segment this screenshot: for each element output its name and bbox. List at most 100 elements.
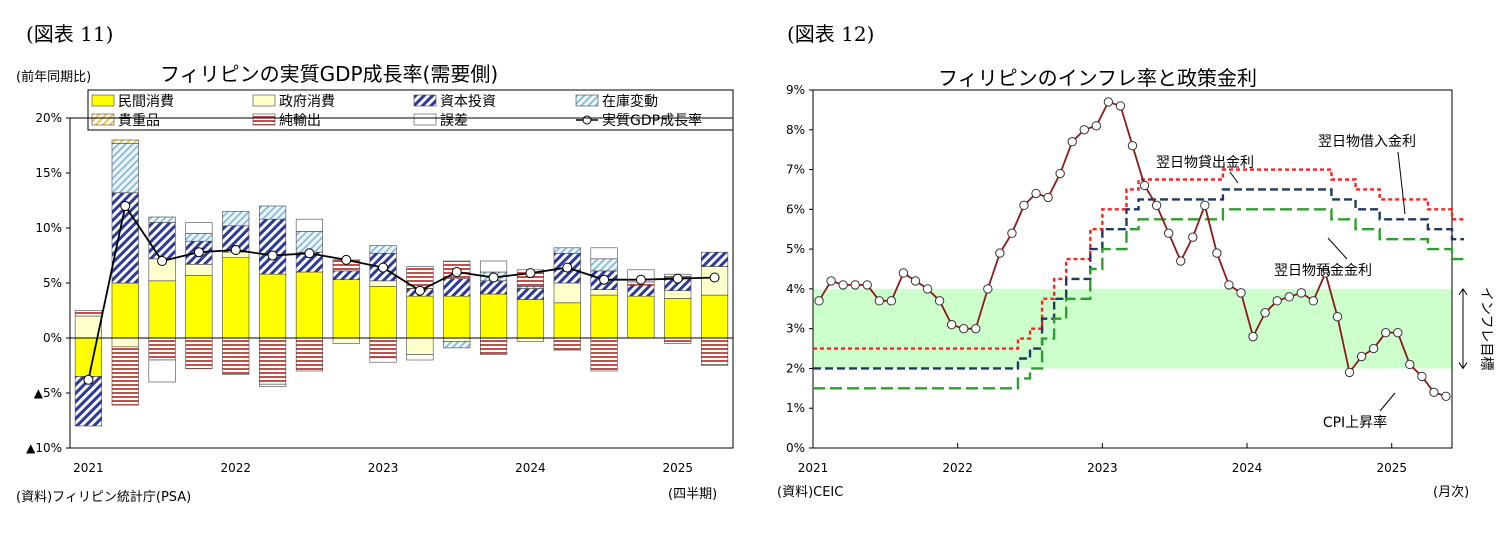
bar-segment — [259, 218, 287, 275]
x-tick-label: 2022 — [220, 461, 251, 475]
legend-label: 実質GDP成長率 — [602, 112, 702, 129]
cpi-point — [1115, 101, 1126, 111]
legend-box — [87, 89, 734, 131]
figure-11-source: (資料)フィリピン統計庁(PSA) — [16, 490, 192, 505]
figure-11-label: (図表 11) — [26, 22, 114, 46]
bar-segment — [148, 280, 176, 339]
gdp-growth-point — [562, 262, 573, 273]
overnight-deposit-rate-line — [813, 208, 1465, 390]
cpi-point — [886, 296, 897, 306]
y-tick-label: 10% — [35, 221, 62, 235]
cpi-point — [814, 296, 824, 306]
cpi-point — [1332, 312, 1343, 322]
figure-12: (図表 12) フィリピンのインフレ率と政策金利 (月次) (資料)CEIC 0… — [755, 0, 1507, 535]
bar-segment — [627, 295, 655, 339]
bar-segment — [627, 284, 655, 297]
bar-segment — [553, 282, 581, 304]
legend-swatch — [91, 113, 115, 126]
y-tick-label: 5% — [43, 276, 62, 290]
legend-label: 純輸出 — [279, 113, 321, 129]
figure-11-title: フィリピンの実質GDP成長率(需要側) — [160, 62, 499, 86]
gdp-growth-point — [709, 272, 720, 283]
cpi-point — [1429, 387, 1439, 398]
cpi-point — [1417, 371, 1427, 382]
bar-segment — [516, 288, 544, 300]
cpi-point — [1163, 228, 1174, 238]
bar-segment — [590, 247, 618, 260]
bar-segment — [148, 216, 176, 223]
figure-12-xlabel: (月次) — [1433, 485, 1470, 500]
x-tick-label: 2023 — [1087, 461, 1118, 475]
cpi-point — [1067, 137, 1077, 147]
figure-12-source: (資料)CEIC — [777, 485, 844, 500]
cpi-point — [1139, 180, 1150, 191]
legend-swatch — [91, 94, 115, 107]
bar-segment — [406, 337, 434, 355]
cpi-point — [1031, 188, 1041, 199]
bar-segment — [369, 280, 397, 287]
bar-segment — [480, 260, 508, 273]
bar-segment — [111, 337, 139, 348]
cpi-point — [1176, 256, 1186, 266]
y-tick-label: 6% — [786, 202, 805, 216]
cpi-point — [1272, 296, 1282, 306]
gdp-growth-point — [304, 248, 315, 259]
x-tick-label: 2024 — [1232, 461, 1263, 475]
legend-label: 資本投資 — [440, 94, 496, 110]
x-tick-label: 2025 — [662, 461, 693, 475]
cpi-point — [1308, 296, 1319, 306]
bar-segment — [369, 245, 397, 254]
bar-segment — [443, 295, 471, 339]
bar-segment — [222, 211, 250, 227]
cpi-point — [983, 284, 993, 294]
gdp-growth-point — [83, 374, 94, 385]
inflation-policy-rate-chart: 0% 1% 2% 3% 4% 5% 6% 7% 8% 9% 2021 2022 2023 2024 2025… — [786, 83, 1494, 475]
legend-label: 誤差 — [440, 113, 468, 129]
y-tick-label: 8% — [786, 123, 805, 137]
bar-segment — [185, 222, 213, 234]
cpi-point — [1236, 288, 1246, 298]
cpi-point — [995, 248, 1005, 258]
bar-segment — [553, 337, 581, 351]
cpi-point — [1320, 268, 1331, 278]
bar-segment — [111, 282, 139, 339]
bar-segment — [701, 337, 729, 365]
figure-12-label: (図表 12) — [787, 22, 875, 46]
bar-segment — [111, 143, 139, 194]
bar-segment — [111, 139, 139, 144]
bar-segment — [590, 289, 618, 296]
y-tick-label: 0% — [43, 331, 62, 345]
bar-segment — [553, 247, 581, 254]
cpi-point — [1151, 200, 1162, 211]
y-tick-label: ▲10% — [26, 441, 62, 455]
annotation-pointer — [1229, 171, 1239, 184]
bar-segment — [259, 383, 287, 387]
cpi-point — [838, 280, 848, 290]
bar-segment — [480, 293, 508, 339]
cpi-point — [1091, 121, 1102, 131]
gdp-growth-point — [414, 285, 425, 296]
cpi-point — [1212, 248, 1222, 258]
cpi-point — [946, 319, 957, 330]
bar-segment — [480, 280, 508, 295]
gdp-growth-point — [157, 256, 168, 266]
cpi-label: CPI上昇率 — [1323, 414, 1387, 431]
cpi-point — [874, 296, 885, 306]
bar-segment — [332, 270, 360, 280]
y-tick-label: ▲5% — [34, 386, 62, 400]
bar-segment — [185, 263, 213, 276]
bar-segment — [111, 346, 139, 406]
cpi-point — [1079, 125, 1089, 135]
bar-segment — [701, 251, 729, 267]
bar-segment — [295, 218, 323, 232]
bar-segment — [553, 302, 581, 339]
annotation-pointer — [1327, 237, 1348, 260]
bar-segment — [74, 310, 102, 317]
gdp-growth-point — [267, 250, 278, 261]
legend-label: 政府消費 — [279, 94, 335, 110]
bar-segment — [590, 258, 618, 272]
figure-11: (図表 11) フィリピンの実質GDP成長率(需要側) (前年同期比) (四半期… — [0, 0, 750, 535]
bar-segment — [701, 364, 729, 366]
cpi-point — [1127, 140, 1138, 151]
x-tick-label: 2022 — [942, 461, 973, 475]
